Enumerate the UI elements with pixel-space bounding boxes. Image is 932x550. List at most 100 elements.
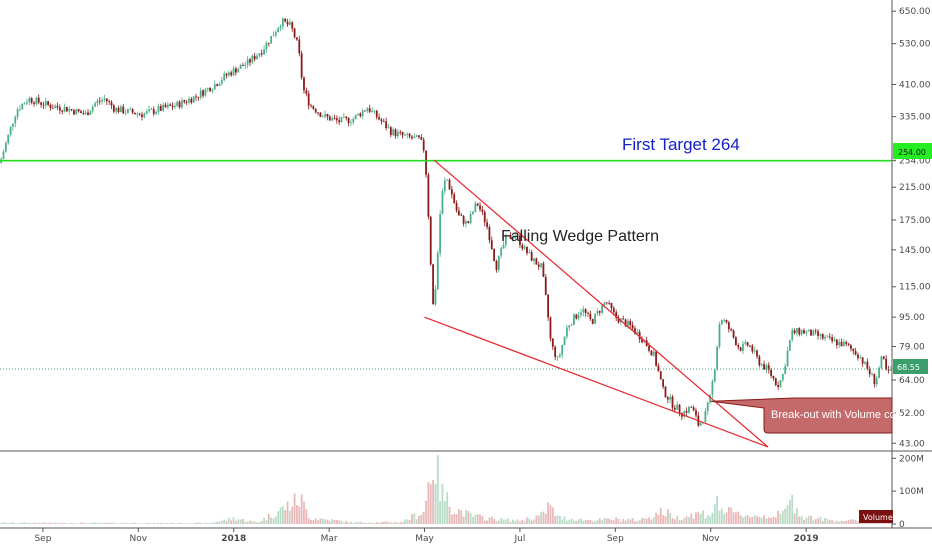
candle-body [66,107,68,112]
candle-body [657,365,660,372]
price-tick-label: 52.00 [899,409,925,419]
candle-body [427,174,430,217]
candle-body [880,356,883,368]
candle-body [824,337,826,339]
volume-bar [63,522,66,524]
candle-body [206,88,209,90]
candle-body [659,371,662,380]
volume-bar [798,516,801,524]
volume-bar [704,518,707,524]
candle-body [279,26,282,29]
candle-body [835,339,838,346]
volume-bar [98,523,101,524]
volume-bar [171,522,174,524]
volume-bar [671,518,674,524]
breakout-callout[interactable]: Break-out with Volume con [710,397,902,434]
candle-body [749,345,751,347]
candle-body [796,328,798,334]
candle-body [826,336,829,338]
candle-body [105,98,108,102]
candle-body [164,104,167,108]
candle-body [608,302,611,304]
volume-bar [373,522,376,524]
candle-body [197,96,200,98]
candle-body [347,117,350,124]
candle-body [765,365,768,370]
volume-bar [375,522,378,524]
volume-bar [535,515,538,524]
volume-bar [833,522,836,524]
candle-body [753,350,756,352]
volume-badge: Volume [859,510,893,523]
candle-body [688,406,690,413]
wedge-pattern-annotation[interactable]: Falling Wedge Pattern [501,228,659,245]
volume-bar [469,513,472,524]
volume-bar [195,522,197,524]
volume-bar [767,517,770,524]
candle-body [565,327,568,337]
candle-body [551,338,554,347]
candle-body [432,264,434,305]
volume-bar [739,515,742,524]
volume-bar [575,521,578,524]
candle-body [666,397,669,400]
candle-body [195,96,197,98]
candle-body [237,68,240,73]
volume-bar [650,519,653,524]
price-tick-label: 43.00 [899,439,925,449]
volume-bar [800,516,803,524]
volume-bar [256,522,258,524]
volume-bar [676,515,679,524]
volume-bar [514,521,517,524]
candle-body [798,328,801,335]
candle-body [4,142,7,152]
volume-bar [519,521,521,524]
volume-bar [352,523,355,524]
volume-bar [455,514,458,524]
volume-bar [850,519,852,524]
callout-shape [710,397,893,434]
candle-body [51,107,54,109]
volume-bar [533,519,535,524]
candle-body [63,107,66,112]
candle-body [885,358,888,370]
candle-body [655,351,657,366]
volume-bar [643,517,646,524]
volume-bar [587,519,589,524]
candle-body [648,345,650,351]
level-badge-bg [893,143,932,159]
candle-body [458,210,460,216]
volume-bar [638,520,641,524]
volume-bar [148,522,150,524]
candle-body [286,21,289,25]
volume-bar [777,510,780,524]
volume-bar [134,522,136,524]
last-price-badge-bg [893,359,928,374]
volume-tick-label: 0 [899,520,905,530]
volume-bar [296,505,298,524]
first-target-annotation[interactable]: First Target 264 [622,135,740,154]
volume-bar [490,516,493,524]
candle-body [40,102,42,105]
volume-bar [246,521,249,524]
candle-body [44,101,47,106]
candle-body [110,101,113,106]
candle-body [772,375,775,379]
candle-body [272,35,275,37]
candle-body [26,102,28,104]
volume-bar [554,516,557,524]
candle-body [94,103,96,107]
volume-bar [488,517,491,524]
drawing-tools[interactable] [0,159,892,448]
candle-body [495,260,498,270]
candle-body [448,179,451,190]
candle-body [378,117,380,120]
candle-body [176,101,179,106]
candle-body [857,354,859,359]
candle-body [821,334,824,339]
volume-bar [631,518,634,524]
volume-bar [357,522,359,524]
volume-bar [730,507,733,524]
candle-body [169,104,172,106]
